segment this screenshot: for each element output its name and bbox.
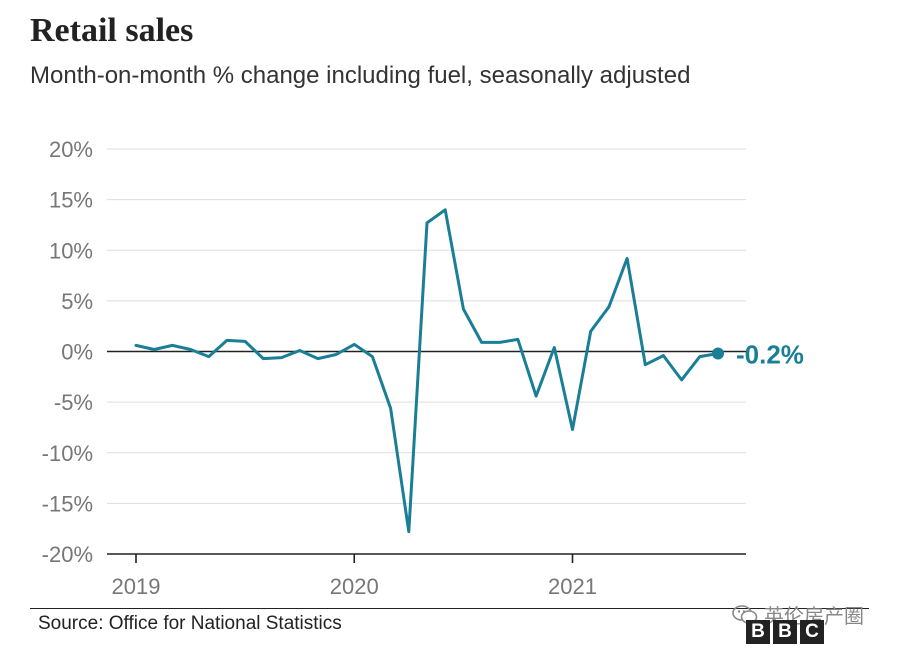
bbc-logo-letter: C — [800, 620, 824, 644]
y-tick-label: -20% — [42, 542, 93, 567]
y-tick-label: 5% — [61, 289, 93, 314]
x-tick-label: 2021 — [548, 574, 597, 599]
y-tick-label: -10% — [42, 441, 93, 466]
bbc-logo-letter: B — [746, 620, 770, 644]
y-tick-label: 10% — [49, 238, 93, 263]
bbc-logo-letter: B — [773, 620, 797, 644]
y-tick-label: -5% — [54, 390, 93, 415]
y-tick-label: -15% — [42, 491, 93, 516]
chart-subtitle: Month-on-month % change including fuel, … — [30, 62, 691, 89]
y-tick-label: 0% — [61, 340, 93, 365]
source-divider — [30, 608, 869, 609]
end-value-label: -0.2% — [736, 340, 804, 370]
series-line — [134, 208, 720, 534]
source-note: Source: Office for National Statistics — [38, 613, 342, 634]
end-point-marker — [712, 347, 724, 360]
wechat-icon — [732, 604, 758, 626]
y-tick-label: 20% — [49, 137, 93, 162]
bbc-logo: B B C — [746, 620, 824, 644]
x-tick-label: 2020 — [330, 574, 379, 599]
x-tick-label: 2019 — [112, 574, 161, 599]
chart-title: Retail sales — [30, 12, 194, 49]
y-tick-label: 15% — [49, 188, 93, 213]
